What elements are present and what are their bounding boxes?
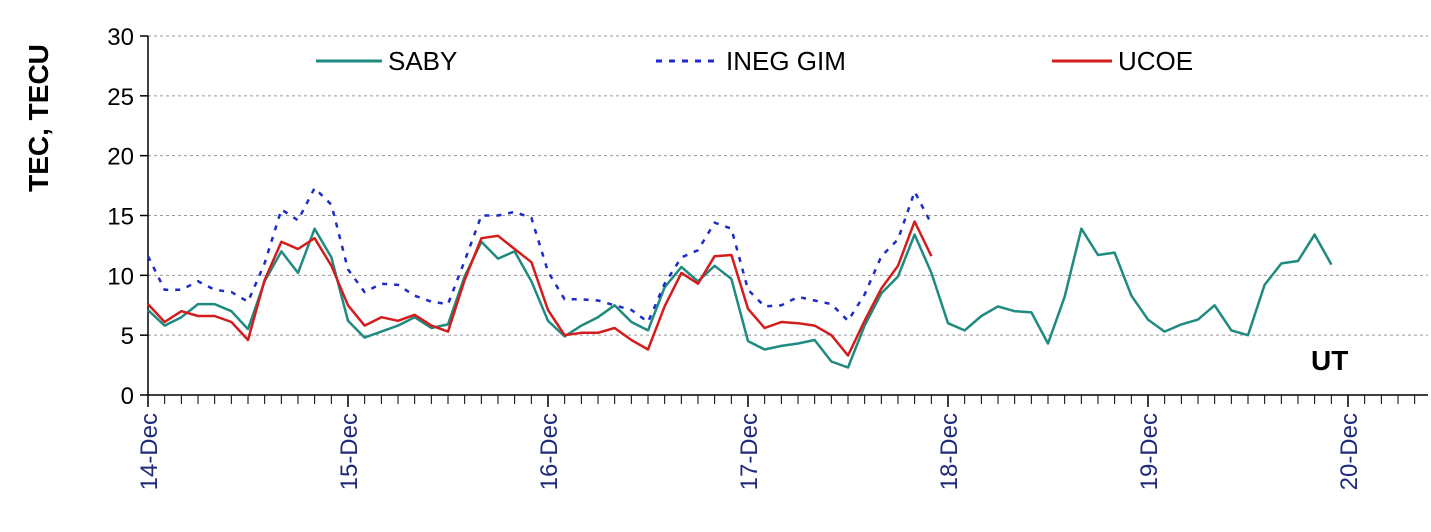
y-tick-label-5: 5: [121, 323, 134, 350]
x-tick-label-19-Dec: 19-Dec: [1136, 413, 1163, 490]
series-lines: [146, 186, 1333, 369]
y-axis: 0 5 10 15 20 25 30: [107, 24, 149, 410]
y-tick-label-15: 15: [107, 204, 134, 231]
x-axis: 14-Dec 15-Dec 16-Dec 17-Dec 18-Dec 19-Dec 20-D…: [136, 394, 1428, 490]
y-tick-label-30: 30: [107, 24, 134, 51]
y-tick-label-25: 25: [107, 84, 134, 111]
x-tick-label-14-Dec: 14-Dec: [136, 413, 163, 490]
y-tick-label-20: 20: [107, 144, 134, 171]
x-axis-title: UT: [1311, 345, 1348, 376]
series-line-ineg-gim: [146, 186, 933, 324]
x-tick-label-16-Dec: 16-Dec: [536, 413, 563, 490]
x-tick-label-20-Dec: 20-Dec: [1336, 413, 1363, 490]
y-axis-title: TEC, TECU: [23, 44, 54, 192]
legend: SABY INEG GIM UCOE: [316, 46, 1193, 76]
series-line-saby: [147, 227, 1333, 369]
legend-label-ucoe: UCOE: [1118, 46, 1193, 76]
y-tick-label-10: 10: [107, 263, 134, 290]
y-tick-label-0: 0: [121, 383, 134, 410]
x-tick-label-15-Dec: 15-Dec: [336, 413, 363, 490]
x-tick-label-17-Dec: 17-Dec: [736, 413, 763, 490]
x-tick-label-18-Dec: 18-Dec: [936, 413, 963, 490]
series-line-ucoe: [147, 220, 933, 357]
legend-label-saby: SABY: [388, 46, 457, 76]
legend-label-ineg-gim: INEG GIM: [726, 46, 846, 76]
